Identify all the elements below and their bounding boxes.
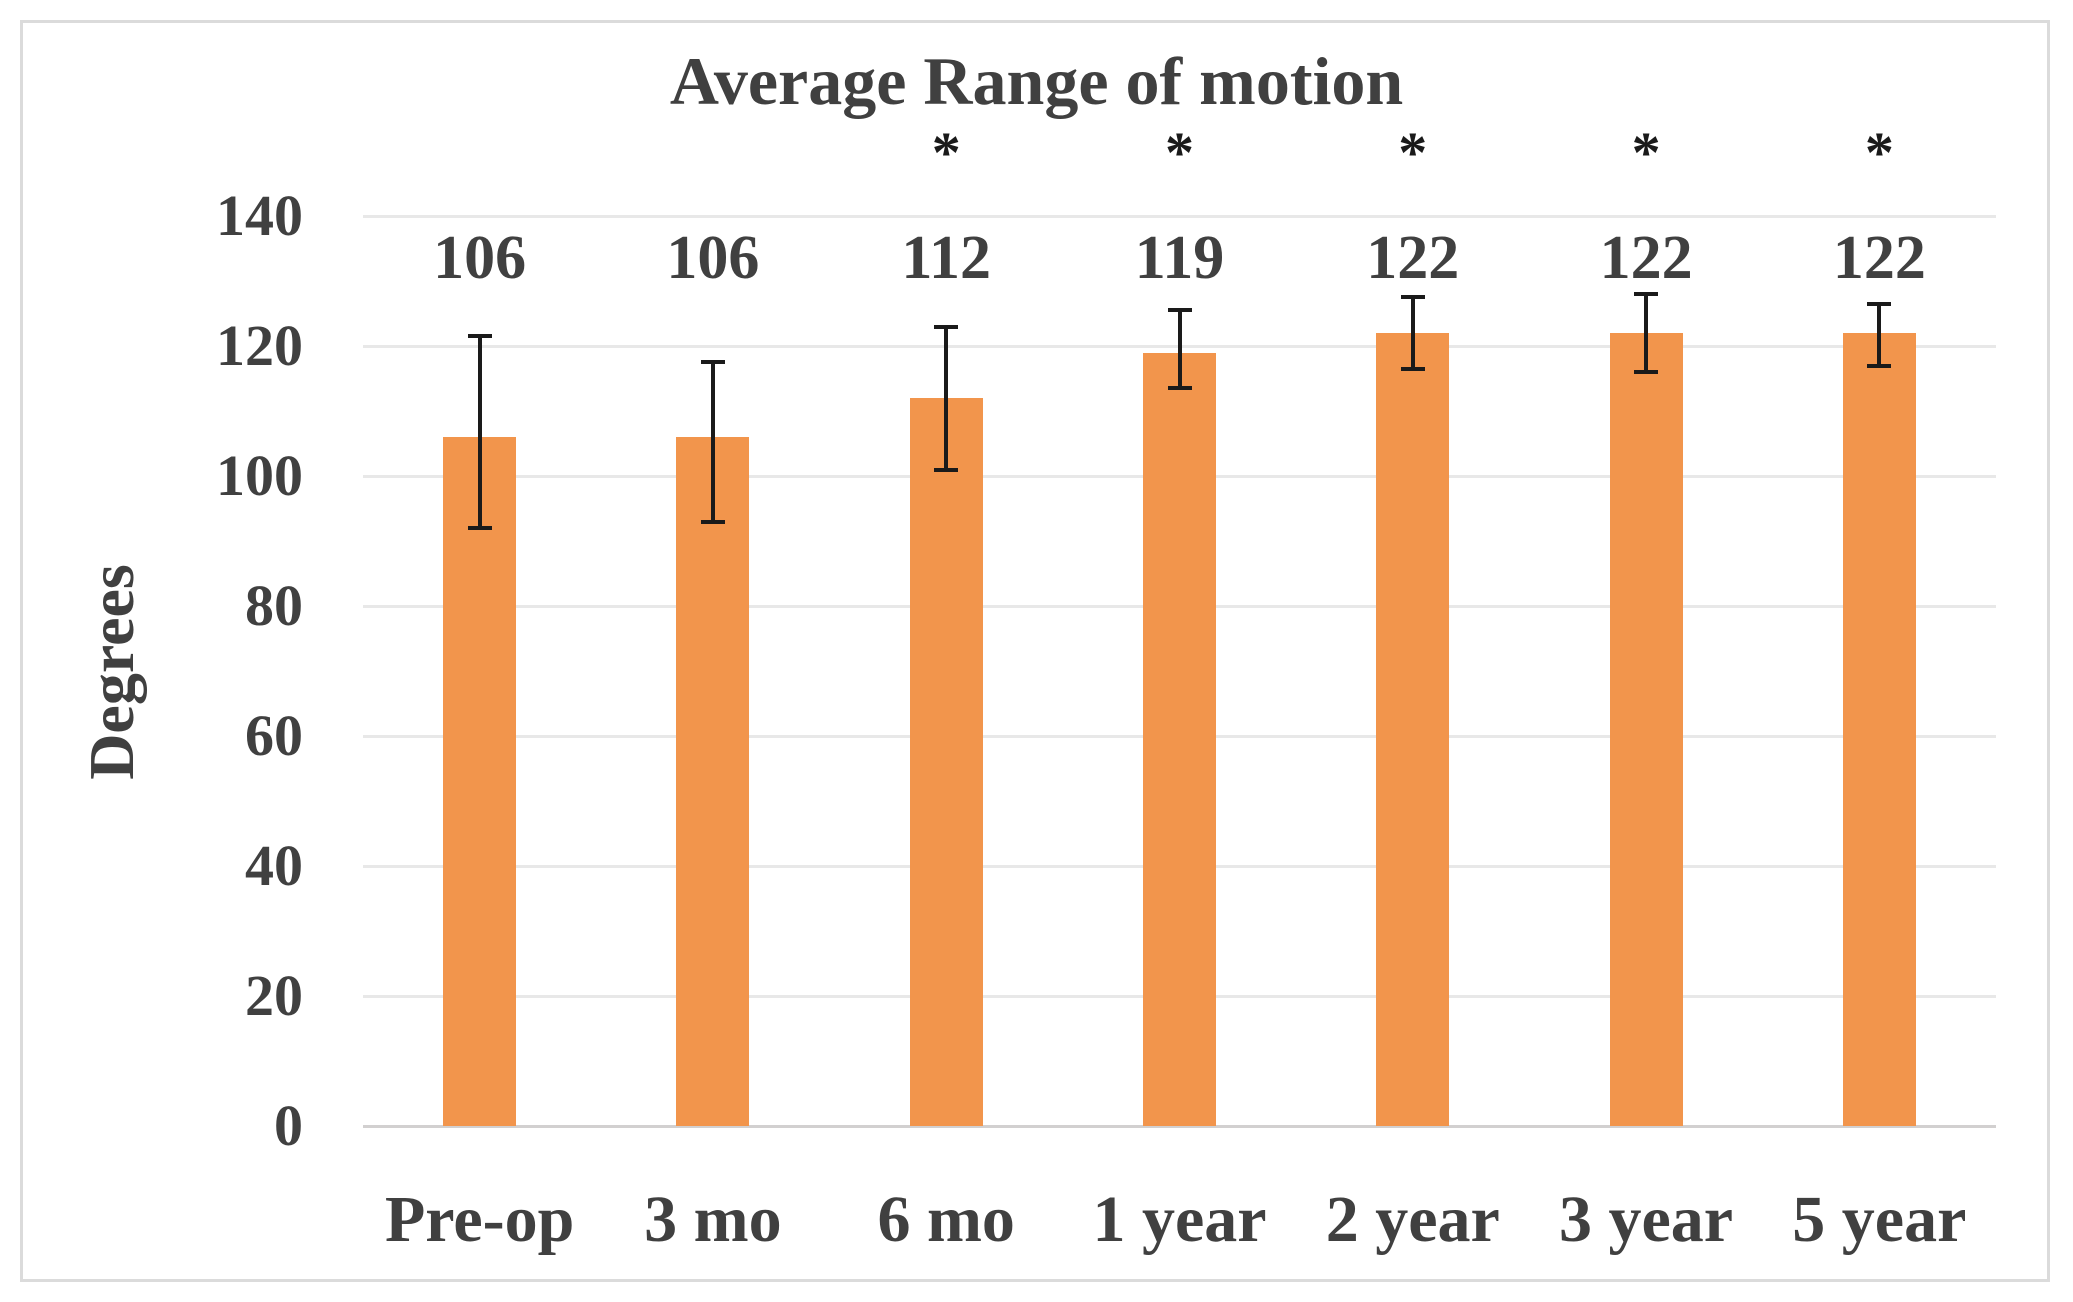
significance-asterisk: * [1631, 120, 1661, 185]
bar-value-label: 119 [1134, 224, 1225, 292]
bar-value-label: 106 [666, 224, 760, 292]
x-tick-label-1-year: 1 year [1092, 1183, 1267, 1256]
error-bar-top-cap [934, 324, 959, 329]
y-tick-label-80: 80 [245, 573, 303, 638]
error-bar-bottom-cap [934, 467, 959, 472]
x-tick-label-3-mo: 3 mo [644, 1183, 782, 1256]
chart-outer-border [20, 20, 2050, 1282]
bar-value-label: 112 [901, 224, 991, 292]
bar-2-year [1376, 333, 1450, 1126]
y-tick-label-40: 40 [245, 833, 303, 898]
significance-asterisk: * [1165, 120, 1194, 185]
error-bar-bottom-cap [700, 519, 725, 524]
x-tick-label-3-year: 3 year [1559, 1183, 1734, 1256]
error-bar-top-cap [1634, 292, 1659, 296]
error-bar-bottom-cap [1167, 386, 1192, 391]
error-bar-top-cap [467, 334, 492, 339]
bar-pre-op [443, 437, 517, 1126]
error-bar-stem [1410, 297, 1415, 369]
y-tick-label-120: 120 [216, 313, 303, 378]
y-tick-label-60: 60 [245, 703, 303, 768]
bar-5-year [1842, 333, 1916, 1126]
error-bar-stem [710, 362, 715, 522]
error-bar-stem [1177, 310, 1182, 389]
error-bar-stem [1877, 303, 1882, 366]
x-tick-label-pre-op: Pre-op [384, 1183, 575, 1256]
error-bar-bottom-cap [1634, 370, 1659, 374]
error-bar-bottom-cap [1867, 363, 1892, 368]
error-bar-top-cap [1400, 295, 1425, 300]
y-tick-label-0: 0 [274, 1093, 303, 1158]
error-bar-top-cap [1167, 308, 1192, 313]
bar-3-mo [676, 437, 750, 1126]
bar-1-year [1143, 352, 1216, 1126]
bar-6-mo [909, 398, 983, 1126]
bar-value-label: 122 [1366, 224, 1460, 292]
error-bar-bottom-cap [1400, 366, 1425, 371]
gridline-140 [363, 215, 1996, 218]
bar-value-label: 122 [1832, 224, 1926, 292]
y-tick-label-140: 140 [216, 183, 303, 248]
error-bar-stem [477, 336, 482, 528]
error-bar-top-cap [700, 360, 725, 365]
bar-value-label: 106 [433, 224, 527, 292]
x-tick-label-2-year: 2 year [1325, 1183, 1500, 1256]
significance-asterisk: * [931, 120, 961, 185]
significance-asterisk: * [1864, 120, 1894, 185]
error-bar-stem [1644, 294, 1649, 372]
y-tick-label-100: 100 [216, 443, 303, 508]
x-tick-label-6-mo: 6 mo [877, 1183, 1015, 1256]
error-bar-top-cap [1867, 301, 1892, 306]
x-tick-label-5-year: 5 year [1792, 1183, 1967, 1256]
bar-3-year [1609, 333, 1683, 1126]
significance-asterisk: * [1398, 120, 1428, 185]
bar-value-label: 122 [1599, 224, 1693, 292]
error-bar-bottom-cap [467, 526, 492, 530]
error-bar-stem [944, 326, 949, 470]
chart-title: Average Range of motion [669, 43, 1404, 119]
y-tick-label-20: 20 [245, 963, 303, 1028]
